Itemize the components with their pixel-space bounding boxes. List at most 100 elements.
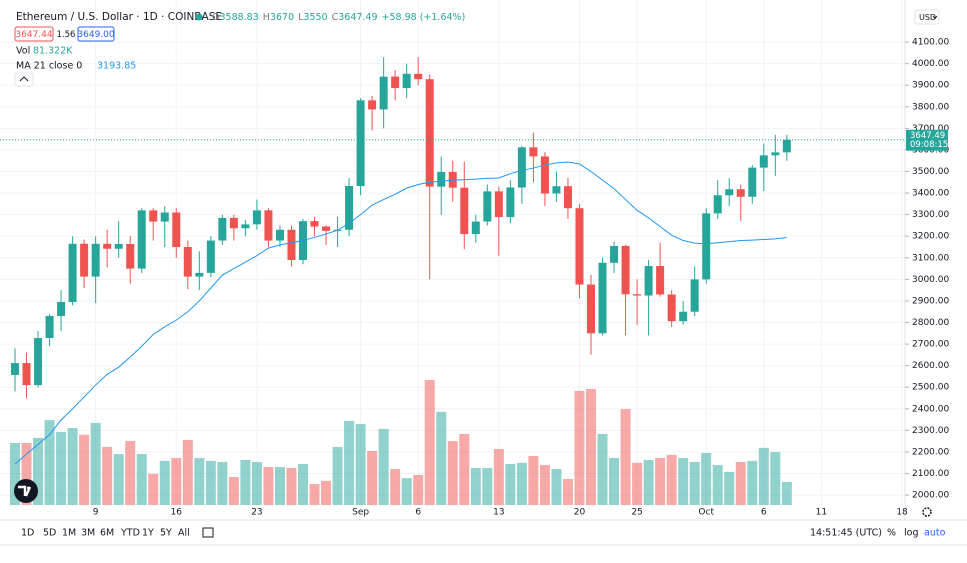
candle-body xyxy=(563,186,572,209)
candle-body xyxy=(137,210,146,269)
candle-body xyxy=(45,316,54,339)
y-tick-label: 3800.00 xyxy=(912,102,949,112)
date-range-icon[interactable] xyxy=(202,527,214,538)
volume-bar xyxy=(666,454,677,505)
volume-bar xyxy=(712,465,723,505)
range-button[interactable]: All xyxy=(178,528,190,539)
collapse-button[interactable] xyxy=(14,72,34,87)
candle-body xyxy=(229,217,238,229)
symbol-title: Ethereum / U.S. Dollar · 1D · COINBASE xyxy=(16,11,222,23)
vol-name: Vol xyxy=(16,46,30,57)
settings-icon[interactable] xyxy=(922,507,932,517)
volume-bar xyxy=(562,478,573,505)
auto-toggle[interactable]: auto xyxy=(924,528,946,539)
x-tick-label: 25 xyxy=(631,508,642,518)
candle-body xyxy=(494,191,503,218)
volume-bar xyxy=(678,458,689,505)
volume-bar xyxy=(182,439,193,505)
candle-body xyxy=(80,243,89,277)
range-button[interactable]: YTD xyxy=(120,528,140,539)
range-button[interactable]: 1Y xyxy=(142,528,154,539)
volume-bar xyxy=(470,467,481,505)
candle-body xyxy=(644,266,653,296)
x-tick-label: 6 xyxy=(415,508,421,518)
volume-bar xyxy=(632,462,643,505)
ma-name: MA 21 close 0 xyxy=(16,61,82,72)
candle-body xyxy=(667,294,676,322)
candle-body xyxy=(414,73,423,80)
candle-body xyxy=(195,272,204,277)
candle-body xyxy=(540,156,549,194)
volume-bar xyxy=(505,463,516,505)
candle-body xyxy=(656,266,665,295)
volume-bar xyxy=(228,476,239,505)
candle-body xyxy=(402,73,411,89)
ma-line xyxy=(14,161,787,465)
volume-bar xyxy=(770,452,781,505)
y-tick-label: 4100.00 xyxy=(912,38,949,48)
range-button[interactable]: 5D xyxy=(43,528,56,539)
status-dot xyxy=(195,13,203,21)
volume-bar xyxy=(321,480,332,505)
candle-body xyxy=(149,210,158,222)
x-tick-label: Sep xyxy=(352,508,369,518)
volume-bar xyxy=(194,458,205,505)
volume-bar xyxy=(701,452,712,505)
volume-bar xyxy=(217,461,228,505)
range-button[interactable]: 1D xyxy=(21,528,34,539)
volume-bar xyxy=(539,465,550,505)
candle-body xyxy=(633,294,642,296)
spread: 1.56 xyxy=(57,30,76,40)
volume-bar xyxy=(447,441,458,505)
candle-body xyxy=(529,147,538,157)
volume-bar xyxy=(390,469,401,505)
volume-bar xyxy=(655,458,666,505)
volume-bar xyxy=(205,460,216,505)
y-tick-label: 2200.00 xyxy=(912,447,949,457)
ask-box[interactable] xyxy=(77,26,115,42)
volume-bar xyxy=(574,390,585,505)
range-button[interactable]: 1M xyxy=(62,528,76,539)
volume-bar xyxy=(125,441,136,505)
y-tick-label: 3200.00 xyxy=(912,232,949,242)
currency[interactable]: USD xyxy=(919,13,936,22)
volume-bar xyxy=(724,471,735,505)
volume-bar xyxy=(735,461,746,505)
volume-bar xyxy=(171,458,182,505)
volume-bar xyxy=(597,433,608,505)
change: +58.98 (+1.64%) xyxy=(382,12,466,23)
volume-bar xyxy=(781,481,792,505)
percent-toggle[interactable]: % xyxy=(887,528,896,539)
log-toggle[interactable]: log xyxy=(904,528,918,539)
candle-body xyxy=(34,338,43,386)
bid-box[interactable] xyxy=(14,26,54,42)
bid[interactable]: 3647.44 xyxy=(15,30,52,40)
range-button[interactable]: 3M xyxy=(81,528,95,539)
ohlc-value: 3588.83 xyxy=(219,12,258,23)
volume-bar xyxy=(263,467,274,505)
clock: 14:51:45 (UTC) xyxy=(810,528,882,539)
x-tick-label: 16 xyxy=(171,508,183,518)
candle-body xyxy=(483,191,492,222)
grid xyxy=(0,0,905,505)
volume-bar xyxy=(33,437,44,505)
candle-body xyxy=(587,284,595,334)
ask[interactable]: 3649.00 xyxy=(77,30,114,40)
ohlc-letter: C xyxy=(332,12,339,23)
volume-bar xyxy=(344,420,355,505)
candle-body xyxy=(391,76,400,89)
currency-button[interactable] xyxy=(914,9,940,25)
candle-body xyxy=(471,221,480,235)
currency-caret xyxy=(932,15,938,20)
x-tick-label: 20 xyxy=(574,508,586,518)
candle-body xyxy=(679,311,688,322)
y-tick-label: 2500.00 xyxy=(912,383,949,393)
ohlc-letter: H xyxy=(263,12,270,23)
volume-bar xyxy=(21,443,32,505)
volume-bar xyxy=(148,473,159,505)
range-button[interactable]: 6M xyxy=(100,528,114,539)
y-tick-label: 3300.00 xyxy=(912,210,949,220)
range-button[interactable]: 5Y xyxy=(160,528,172,539)
candle-body xyxy=(506,187,515,218)
candle-body xyxy=(782,139,791,153)
